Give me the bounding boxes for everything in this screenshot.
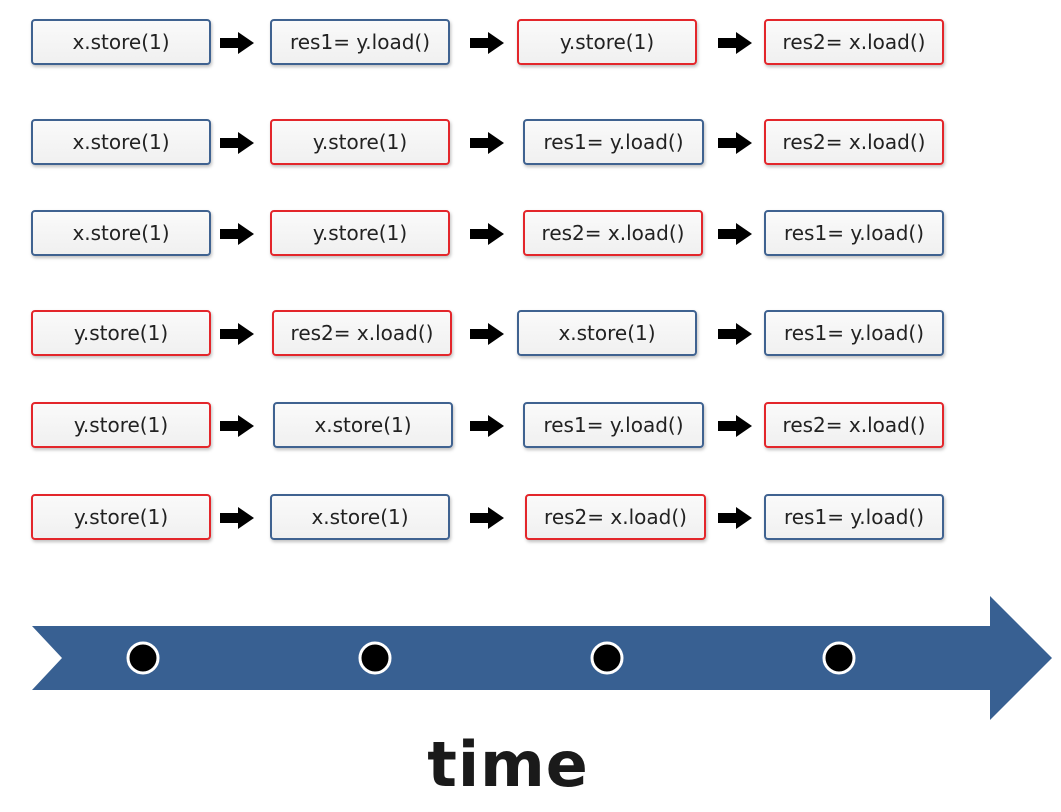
time-label: time (427, 728, 589, 801)
timeline-marker (822, 641, 856, 675)
operation-box-blue: x.store(1) (31, 19, 211, 65)
right-arrow-icon (718, 415, 752, 437)
operation-box-red: y.store(1) (517, 19, 697, 65)
right-arrow-icon (220, 132, 254, 154)
right-arrow-icon (220, 415, 254, 437)
operation-box-red: y.store(1) (31, 402, 211, 448)
operation-box-red: y.store(1) (270, 210, 450, 256)
operation-box-red: y.store(1) (31, 310, 211, 356)
operation-box-blue: res1= y.load() (764, 310, 944, 356)
right-arrow-icon (470, 415, 504, 437)
operation-box-blue: x.store(1) (517, 310, 697, 356)
right-arrow-icon (718, 32, 752, 54)
operation-box-blue: x.store(1) (270, 494, 450, 540)
operation-box-red: y.store(1) (31, 494, 211, 540)
timeline-arrow (32, 596, 1052, 720)
operation-box-blue: res1= y.load() (270, 19, 450, 65)
operation-box-red: res2= x.load() (525, 494, 706, 540)
timeline-marker (358, 641, 392, 675)
operation-box-blue: x.store(1) (31, 210, 211, 256)
operation-box-blue: res1= y.load() (764, 494, 944, 540)
operation-box-blue: x.store(1) (273, 402, 453, 448)
right-arrow-icon (220, 323, 254, 345)
timeline-markers (126, 641, 856, 675)
operation-box-red: res2= x.load() (764, 19, 944, 65)
operation-box-blue: res1= y.load() (764, 210, 944, 256)
operation-box-blue: x.store(1) (31, 119, 211, 165)
timeline-marker (126, 641, 160, 675)
right-arrow-icon (718, 323, 752, 345)
timeline-arrow-shape (32, 596, 1052, 720)
operation-box-red: res2= x.load() (272, 310, 452, 356)
operation-box-red: y.store(1) (270, 119, 450, 165)
operation-box-red: res2= x.load() (523, 210, 703, 256)
right-arrow-icon (718, 223, 752, 245)
right-arrow-icon (470, 507, 504, 529)
right-arrow-icon (220, 223, 254, 245)
operation-box-red: res2= x.load() (764, 402, 944, 448)
operation-box-red: res2= x.load() (764, 119, 944, 165)
right-arrow-icon (470, 32, 504, 54)
right-arrow-icon (220, 32, 254, 54)
right-arrow-icon (470, 323, 504, 345)
right-arrow-icon (470, 223, 504, 245)
right-arrow-icon (220, 507, 254, 529)
right-arrow-icon (718, 132, 752, 154)
right-arrow-icon (470, 132, 504, 154)
timeline-marker (590, 641, 624, 675)
operation-box-blue: res1= y.load() (523, 119, 704, 165)
operation-box-blue: res1= y.load() (523, 402, 704, 448)
right-arrow-icon (718, 507, 752, 529)
